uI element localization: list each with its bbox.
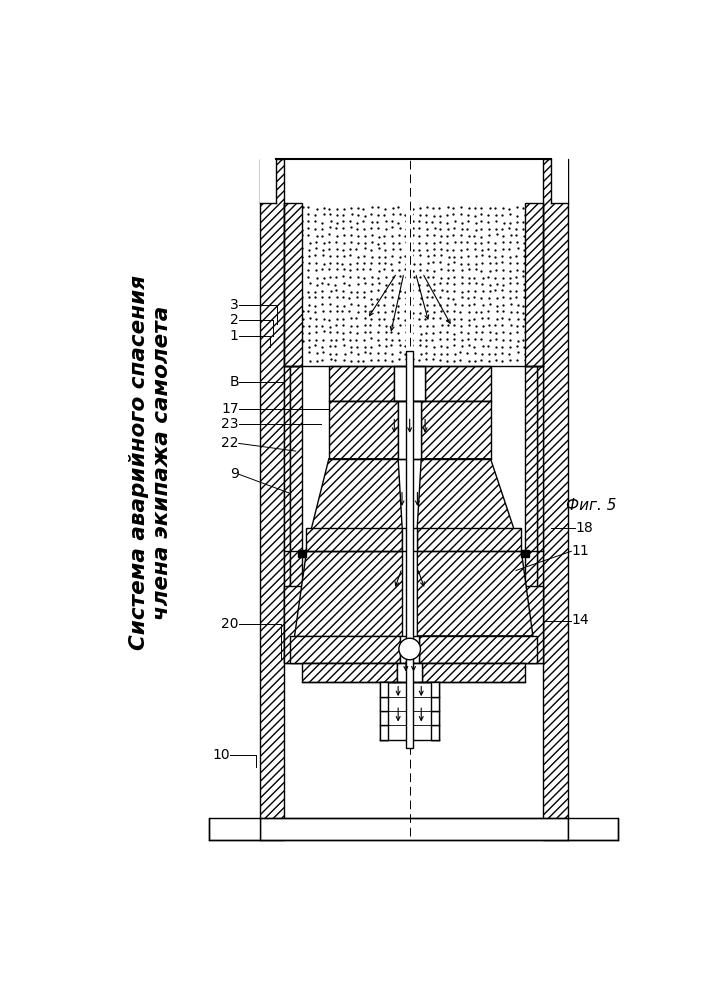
Text: 17: 17 — [221, 402, 239, 416]
Text: 20: 20 — [221, 617, 239, 631]
Bar — [431, 711, 439, 725]
Bar — [284, 586, 302, 663]
Bar — [551, 158, 568, 203]
Bar — [298, 550, 305, 557]
Bar — [305, 528, 402, 551]
Text: Система аварийного спасения
члена экипажа самолета: Система аварийного спасения члена экипаж… — [129, 275, 172, 650]
Bar — [431, 682, 439, 697]
Bar — [398, 401, 421, 459]
Bar — [425, 366, 491, 401]
Bar — [407, 351, 413, 748]
Bar — [525, 586, 543, 663]
Text: 11: 11 — [571, 544, 589, 558]
Text: 23: 23 — [221, 417, 239, 431]
Bar — [380, 725, 388, 740]
Bar — [259, 158, 284, 840]
Bar — [302, 663, 397, 682]
Bar — [419, 636, 537, 663]
Bar — [521, 550, 529, 557]
Bar — [422, 663, 525, 682]
Text: 10: 10 — [213, 748, 230, 762]
Circle shape — [399, 638, 421, 660]
Bar — [259, 158, 276, 203]
Bar — [537, 366, 543, 663]
Text: 14: 14 — [571, 613, 589, 628]
Bar — [395, 366, 425, 401]
Bar — [397, 663, 422, 682]
Text: 1: 1 — [230, 329, 239, 343]
Text: 9: 9 — [230, 467, 239, 481]
Bar — [417, 528, 521, 551]
Polygon shape — [305, 459, 404, 551]
Polygon shape — [417, 551, 533, 636]
Text: В: В — [229, 375, 239, 389]
Bar — [291, 366, 302, 663]
Text: Фиг. 5: Фиг. 5 — [566, 497, 617, 512]
Polygon shape — [416, 459, 521, 551]
Bar — [525, 203, 543, 366]
Text: 22: 22 — [221, 436, 239, 450]
Bar — [400, 636, 419, 663]
Bar — [568, 818, 618, 840]
Bar — [284, 203, 302, 366]
Bar — [431, 725, 439, 740]
Bar — [402, 528, 417, 551]
Bar — [329, 366, 395, 401]
Bar — [380, 682, 388, 697]
Bar — [431, 697, 439, 711]
Bar — [209, 818, 259, 840]
Bar — [525, 366, 537, 663]
Text: 18: 18 — [575, 521, 593, 535]
Polygon shape — [294, 551, 402, 636]
Bar — [284, 203, 543, 366]
Bar — [380, 711, 388, 725]
Bar — [291, 636, 400, 663]
Bar — [421, 401, 491, 459]
Text: 3: 3 — [230, 298, 239, 312]
Bar — [543, 158, 568, 840]
Bar — [284, 366, 291, 663]
Bar — [329, 401, 398, 459]
Text: 2: 2 — [230, 313, 239, 327]
Bar — [407, 197, 413, 782]
Bar — [380, 697, 388, 711]
Bar — [259, 818, 568, 840]
